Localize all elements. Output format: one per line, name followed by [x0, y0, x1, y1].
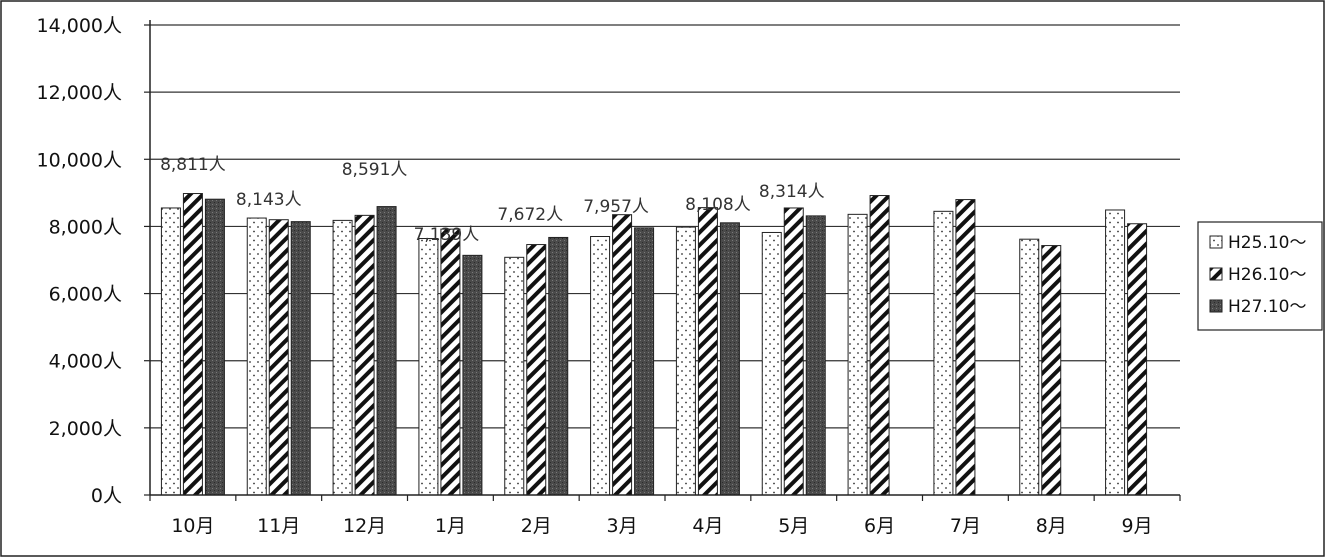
bar-3-3 [376, 206, 397, 496]
legend-swatch [1209, 235, 1223, 249]
bar-2-9 [869, 195, 890, 496]
bar-1-11 [1019, 238, 1040, 496]
bar-1-7 [675, 226, 696, 496]
bar-1-10 [933, 210, 954, 496]
x-tick-label: 12月 [343, 515, 386, 537]
data-label: 8,108人 [685, 195, 751, 215]
legend: H25.10〜 H26.10〜 H27.10〜 [1197, 221, 1323, 331]
x-tick-label: 11月 [257, 515, 300, 537]
bar-2-11 [1041, 245, 1062, 496]
y-tick-label: 8,000人 [49, 216, 122, 238]
bar-1-12 [1105, 209, 1126, 496]
y-axis-ticks: 0人 2,000人 4,000人 6,000人 8,000人 10,000人 12,000人… [37, 15, 150, 507]
bar-2-2 [268, 219, 289, 496]
bar-2-8 [783, 207, 804, 496]
bar-1-8 [761, 231, 782, 496]
x-tick-label: 6月 [864, 515, 895, 537]
bar-1-5 [504, 256, 525, 496]
y-tick-label: 4,000人 [49, 351, 122, 373]
legend-label: H26.10〜 [1228, 265, 1306, 285]
bar-2-1 [182, 193, 203, 496]
x-axis-ticks: 10月 11月 12月 1月 2月 3月 4月 5月 6月 7月 8月 9月 [149, 495, 1181, 537]
legend-swatch [1209, 299, 1223, 313]
x-tick-label: 8月 [1036, 515, 1067, 537]
bar-2-6 [612, 214, 633, 496]
x-tick-label: 10月 [171, 515, 214, 537]
y-tick-label: 10,000人 [37, 149, 122, 171]
x-tick-label: 3月 [607, 515, 638, 537]
data-label: 8,591人 [342, 160, 408, 180]
bar-2-10 [955, 199, 976, 496]
bar-1-6 [590, 236, 611, 496]
bar-1-9 [847, 213, 868, 496]
y-tick-label: 12,000人 [37, 82, 122, 104]
x-tick-label: 7月 [950, 515, 981, 537]
data-label: 8,811人 [160, 155, 226, 175]
y-tick-label: 6,000人 [49, 284, 122, 306]
bar-3-5 [548, 236, 569, 496]
bar-2-7 [697, 207, 718, 496]
bar-3-4 [462, 254, 483, 496]
legend-label: H27.10〜 [1228, 297, 1306, 317]
bar-3-7 [719, 222, 740, 496]
bar-1-4 [418, 238, 439, 496]
bars [160, 193, 1148, 496]
bar-2-3 [354, 214, 375, 496]
bar-3-6 [634, 227, 655, 496]
bar-2-4 [440, 228, 461, 496]
bar-2-5 [526, 244, 547, 496]
bar-3-1 [204, 198, 225, 496]
bar-3-8 [805, 215, 826, 496]
bar-1-1 [160, 207, 181, 496]
gridlines [150, 24, 1180, 429]
y-tick-label: 14,000人 [37, 15, 122, 37]
data-label: 8,314人 [759, 182, 825, 202]
x-tick-label: 9月 [1122, 515, 1153, 537]
bar-3-2 [290, 221, 311, 496]
bar-2-12 [1127, 223, 1148, 496]
legend-label: H25.10〜 [1228, 233, 1306, 253]
data-label: 8,143人 [236, 190, 302, 210]
legend-swatch [1209, 267, 1223, 281]
bar-1-2 [246, 217, 267, 496]
x-tick-label: 5月 [778, 515, 809, 537]
x-tick-label: 4月 [692, 515, 723, 537]
bar-1-3 [332, 219, 353, 496]
data-labels: 8,811人 8,143人 8,591人 7,139人 7,672人 7,957人 8,10… [160, 155, 825, 245]
data-label: 7,139人 [414, 225, 480, 245]
y-tick-label: 2,000人 [49, 418, 122, 440]
x-tick-label: 1月 [435, 515, 466, 537]
x-tick-label: 2月 [521, 515, 552, 537]
y-tick-label: 0人 [91, 485, 122, 507]
data-label: 7,957人 [583, 197, 649, 217]
data-label: 7,672人 [497, 205, 563, 225]
